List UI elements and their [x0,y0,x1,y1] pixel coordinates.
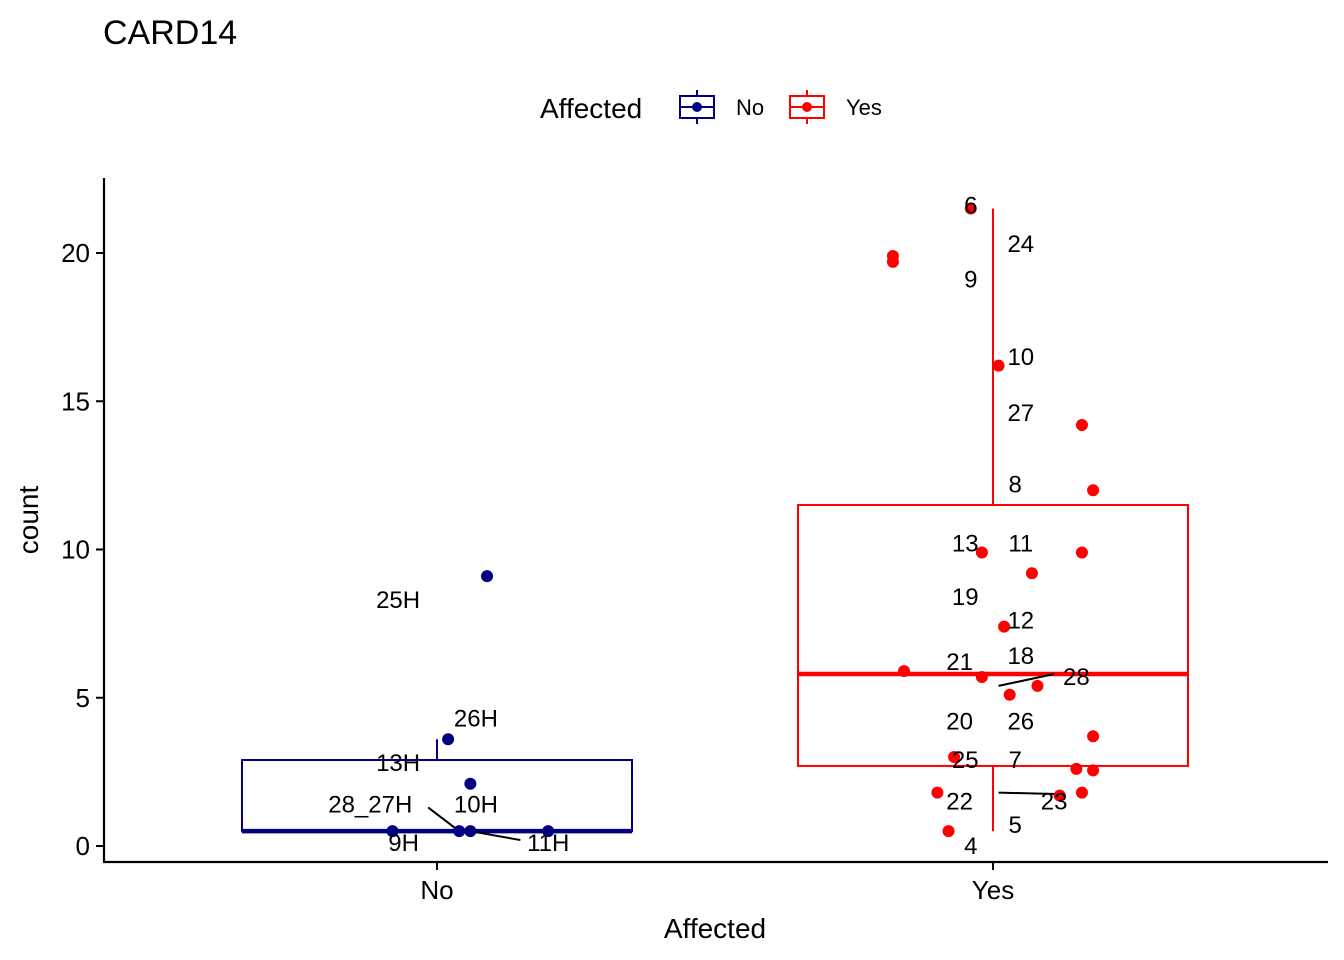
point-label: 11H [527,830,569,857]
x-axis-title: Affected [664,913,766,944]
legend-point [802,102,812,112]
point-label: 28_27H [328,791,412,818]
data-point [1087,484,1100,497]
point-label: 25 [952,747,979,774]
data-point [1087,730,1100,743]
point-label: 12 [1007,608,1034,635]
data-point [998,620,1011,633]
y-axis: 0 5 10 15 20 [61,238,104,861]
label-connector [998,673,1055,687]
point-label: 13 [952,531,979,558]
legend-label: No [736,95,764,120]
x-tick-label: Yes [972,875,1014,905]
data-point [1075,546,1088,559]
data-point [1053,789,1066,802]
point-label: 26 [1007,708,1034,735]
point-label: 10H [454,791,498,818]
point-label: 25H [376,587,420,614]
point-label: 18 [1007,643,1034,670]
data-point [481,570,494,583]
box [797,504,1189,767]
y-tick-label: 0 [76,831,90,861]
y-tick-label: 15 [61,386,90,416]
x-axis: No Yes [420,862,1014,905]
data-point [542,825,555,838]
point-label: 26H [454,706,498,733]
data-point [975,546,988,559]
legend-key-no: No [679,90,764,124]
point-label: 6 [964,193,977,220]
series-yes: 6 24 9 10 27 8 13 11 19 12 21 18 28 20 26 25 7 22 23 5 4 [797,193,1189,860]
point-label: 22 [946,789,973,816]
x-tick-label: No [420,875,453,905]
point-label: 27 [1007,400,1034,427]
data-point [1070,762,1083,775]
box [241,759,633,833]
y-axis-title: count [13,486,44,555]
data-point [931,786,944,799]
point-label: 7 [1009,747,1022,774]
data-point [1075,418,1088,431]
data-point [886,255,899,268]
point-label: 10 [1007,344,1034,371]
point-label: 4 [964,833,977,860]
data-point [386,825,399,838]
legend-title: Affected [540,93,642,124]
data-point [948,751,961,764]
point-label: 9 [964,267,977,294]
label-connector [998,791,1060,796]
point-label: 21 [946,649,973,676]
data-point [1031,679,1044,692]
point-label: 13H [376,750,420,777]
point-label: 28 [1063,664,1090,691]
point-label: 11 [1008,531,1033,558]
series-no: 25H 26H 13H 28_27H 10H 9H 11H [241,570,633,857]
label-connector [470,830,521,842]
legend-label: Yes [846,95,882,120]
data-point [1087,764,1100,777]
data-point [992,359,1005,372]
data-point [964,202,977,215]
plot-area: 25H 26H 13H 28_27H 10H 9H 11H 6 24 9 10 27 8 13 11 19 12… [241,193,1189,860]
point-label: 19 [952,584,979,611]
legend-point [692,102,702,112]
point-label: 23 [1041,789,1068,816]
point-label: 5 [1009,812,1022,839]
data-point [464,777,477,790]
data-point [1003,688,1016,701]
point-label: 8 [1009,471,1022,498]
data-point [453,825,466,838]
data-point [464,825,477,838]
point-label: 9H [388,830,419,857]
y-tick-label: 20 [61,238,90,268]
data-point [942,825,955,838]
y-tick-label: 5 [76,683,90,713]
data-point [1075,786,1088,799]
label-connector [427,806,460,832]
data-point [442,733,455,746]
y-tick-label: 10 [61,535,90,565]
legend-key-yes: Yes [789,90,882,124]
point-label: 20 [946,708,973,735]
data-point [1025,567,1038,580]
data-point [898,665,911,678]
legend: Affected No Yes [540,90,882,124]
data-point [975,670,988,683]
point-label: 24 [1007,231,1034,258]
chart-title: CARD14 [103,14,237,52]
